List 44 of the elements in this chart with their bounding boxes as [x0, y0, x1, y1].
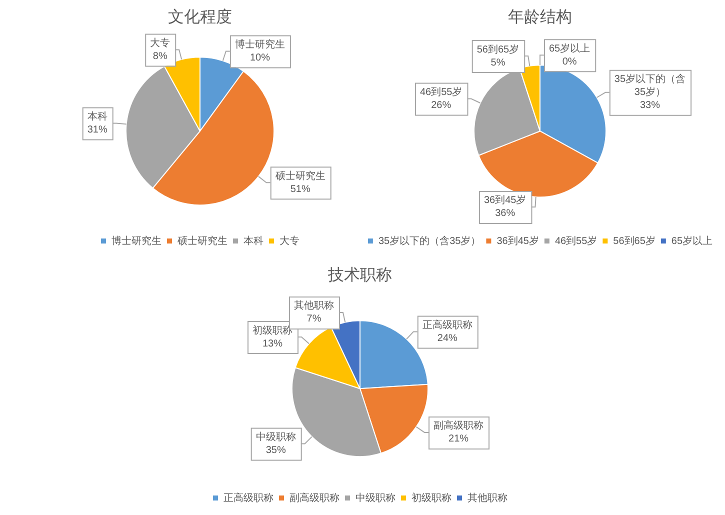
slice-label: 36到45岁: [484, 194, 526, 206]
chart-title: 技术职称: [327, 266, 392, 284]
data-label: 24%: [437, 332, 458, 344]
data-label: 10%: [250, 52, 270, 64]
legend-label: 本科: [244, 234, 264, 247]
slice-label: 副高级职称: [434, 420, 484, 432]
legend-label: 大专: [280, 234, 300, 247]
data-label: 13%: [262, 338, 283, 350]
chart-title: 文化程度: [168, 8, 232, 26]
slice-label: 博士研究生: [234, 38, 285, 50]
slice-label: 大专: [150, 36, 170, 49]
slice-label: 其他职称: [294, 300, 334, 312]
legend-label: 56到65岁: [613, 234, 656, 247]
legend-label: 正高级职称: [224, 492, 274, 504]
slice-label: 56到65岁: [476, 43, 520, 56]
legend-label: 博士研究生: [112, 234, 162, 247]
data-label: 5%: [490, 57, 506, 68]
slice-label: 正高级职称: [422, 318, 472, 331]
data-label: 36%: [495, 208, 516, 220]
legend-label: 36到45岁: [496, 234, 539, 247]
legend-label: 中级职称: [356, 492, 396, 504]
chart-title: 年龄结构: [508, 8, 572, 26]
data-label: 51%: [290, 184, 310, 195]
slice-label: 硕士研究生: [274, 170, 326, 182]
data-label: 21%: [448, 434, 469, 445]
slice-label: 中级职称: [256, 431, 296, 444]
legend-label: 硕士研究生: [176, 234, 228, 247]
data-label: 8%: [152, 50, 168, 62]
legend-label: 65岁以上: [671, 234, 713, 247]
data-label: 7%: [306, 314, 322, 325]
legend-label: 副高级职称: [290, 492, 340, 504]
data-label: 35%: [266, 445, 286, 456]
legend-label: 35岁以下的（含35岁）: [378, 234, 481, 247]
slice-label: 35岁以下的（含35岁）: [614, 73, 686, 98]
text: 0%: [562, 56, 577, 68]
data-label: 31%: [87, 124, 108, 136]
data-label: 33%: [640, 100, 660, 112]
category-label: 65岁以上: [549, 43, 590, 54]
slice-label: 本科: [87, 110, 108, 122]
data-label: 26%: [431, 100, 452, 111]
legend-label: 其他职称: [468, 492, 508, 504]
slice-label: 46到55岁: [420, 86, 462, 98]
legend-label: 初级职称: [412, 492, 452, 504]
legend-label: 46到55岁: [554, 234, 598, 247]
